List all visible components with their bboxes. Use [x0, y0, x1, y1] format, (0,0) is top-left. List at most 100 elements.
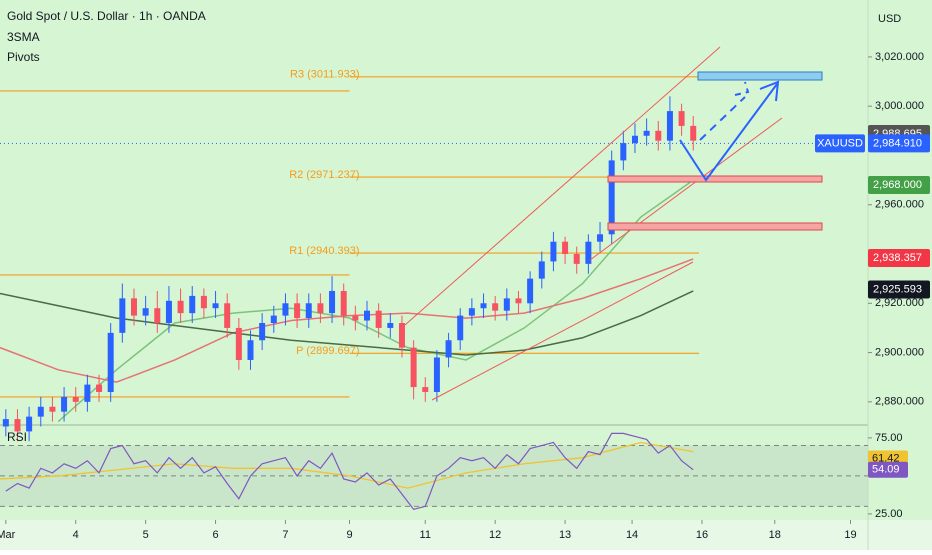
y-tick-label: 2,920.000 — [875, 297, 924, 309]
candle-body — [189, 295, 196, 314]
channel-upper — [404, 46, 721, 326]
candle-body — [37, 406, 44, 417]
pivot-label: R1 (2940.393) — [289, 245, 359, 257]
x-tick-label: 12 — [489, 529, 501, 541]
candle-body — [433, 357, 440, 392]
candle-body — [119, 298, 126, 333]
candle-body — [305, 303, 312, 319]
projection — [679, 83, 778, 182]
candle-body — [422, 387, 429, 392]
candle-body — [154, 308, 161, 323]
candle-body — [550, 241, 557, 262]
support-zone — [607, 222, 823, 231]
x-tick-label: 6 — [212, 529, 218, 541]
indicator-label: Pivots — [7, 50, 40, 64]
candle-body — [445, 340, 452, 358]
candle-body — [2, 419, 9, 427]
x-tick-label: 19 — [844, 529, 856, 541]
x-tick-label: 18 — [769, 529, 781, 541]
candle-body — [364, 310, 371, 321]
chart-title: Gold Spot / U.S. Dollar · 1h · OANDA — [7, 9, 206, 23]
candle-body — [573, 254, 580, 264]
rsi-line — [5, 432, 694, 511]
rsi-title: RSI — [7, 430, 27, 444]
price-badge — [868, 249, 930, 268]
candle-body — [643, 130, 650, 136]
symbol-tag — [815, 134, 865, 153]
candle-body — [352, 315, 359, 321]
pivot-label: P (2899.697) — [296, 345, 359, 357]
candle-body — [690, 125, 697, 141]
candle-body — [212, 303, 219, 309]
annotations — [404, 46, 823, 401]
candle-body — [270, 315, 277, 323]
candle-body — [282, 303, 289, 316]
candle-body — [165, 300, 172, 323]
rsi-tick-label: 75.00 — [875, 432, 903, 444]
candle-body — [562, 241, 569, 255]
candle-body — [527, 278, 534, 304]
price-badge-label: 2,938.357 — [873, 252, 922, 264]
pivot-label: R3 (3011.933) — [290, 69, 360, 81]
candle-body — [259, 323, 266, 341]
price-badge-label: 2,984.910 — [873, 137, 922, 149]
rsi-badge-label: 54.09 — [872, 464, 900, 476]
time-axis-bg — [0, 520, 932, 550]
symbol-label: XAUUSD — [817, 137, 863, 149]
candle-body — [96, 384, 103, 392]
candle-body — [72, 396, 79, 402]
channel-lower — [431, 261, 694, 401]
sma-line — [0, 258, 694, 383]
candle-body — [247, 340, 254, 360]
rsi-tick-label: 25.00 — [875, 508, 903, 520]
candle-body — [49, 406, 56, 412]
candle-body — [457, 315, 464, 341]
pivot-label: R2 (2971.237) — [289, 169, 359, 181]
candle-body — [398, 323, 405, 348]
sma-line — [0, 290, 694, 356]
rsi-badge — [868, 461, 908, 478]
support-zone — [607, 175, 823, 183]
candle-body — [585, 241, 592, 264]
candle-body — [375, 310, 382, 328]
price-badge — [868, 134, 930, 153]
y-tick-label: 2,900.000 — [875, 346, 924, 358]
price-badge — [868, 280, 930, 299]
candle-body — [492, 303, 499, 311]
arrow-head — [734, 81, 750, 96]
channel-middle — [589, 117, 783, 261]
candle-body — [26, 416, 33, 432]
candle-body — [329, 290, 336, 314]
candle-body — [107, 332, 114, 392]
candle-body — [620, 143, 627, 161]
candle-body — [666, 111, 673, 141]
projection-dashed — [699, 96, 746, 141]
candle-body — [631, 135, 638, 144]
x-tick-label: 14 — [626, 529, 638, 541]
indicator-label: 3SMA — [7, 30, 40, 44]
x-tick-label: 5 — [143, 529, 149, 541]
candle-body — [387, 323, 394, 328]
candle-body — [84, 384, 91, 402]
candle-body — [200, 295, 207, 309]
candle-body — [224, 303, 231, 328]
y-tick-label: 3,000.000 — [875, 100, 924, 112]
y-tick-label: 2,960.000 — [875, 199, 924, 211]
candle-body — [177, 300, 184, 314]
candle-body — [655, 130, 662, 141]
price-badge-label: 2,925.593 — [873, 283, 922, 295]
candle-body — [468, 308, 475, 316]
candle-body — [515, 298, 522, 304]
x-tick-label: 7 — [282, 529, 288, 541]
y-tick-label: 2,880.000 — [875, 396, 924, 408]
candle-body — [538, 261, 545, 279]
candle-body — [142, 308, 149, 316]
target-zone — [697, 71, 823, 81]
candle-body — [61, 396, 68, 412]
x-tick-label: 13 — [559, 529, 571, 541]
x-tick-label: 9 — [346, 529, 352, 541]
candle-body — [235, 327, 242, 360]
x-tick-label: 11 — [420, 529, 431, 541]
x-tick-label: Mar — [0, 529, 16, 541]
